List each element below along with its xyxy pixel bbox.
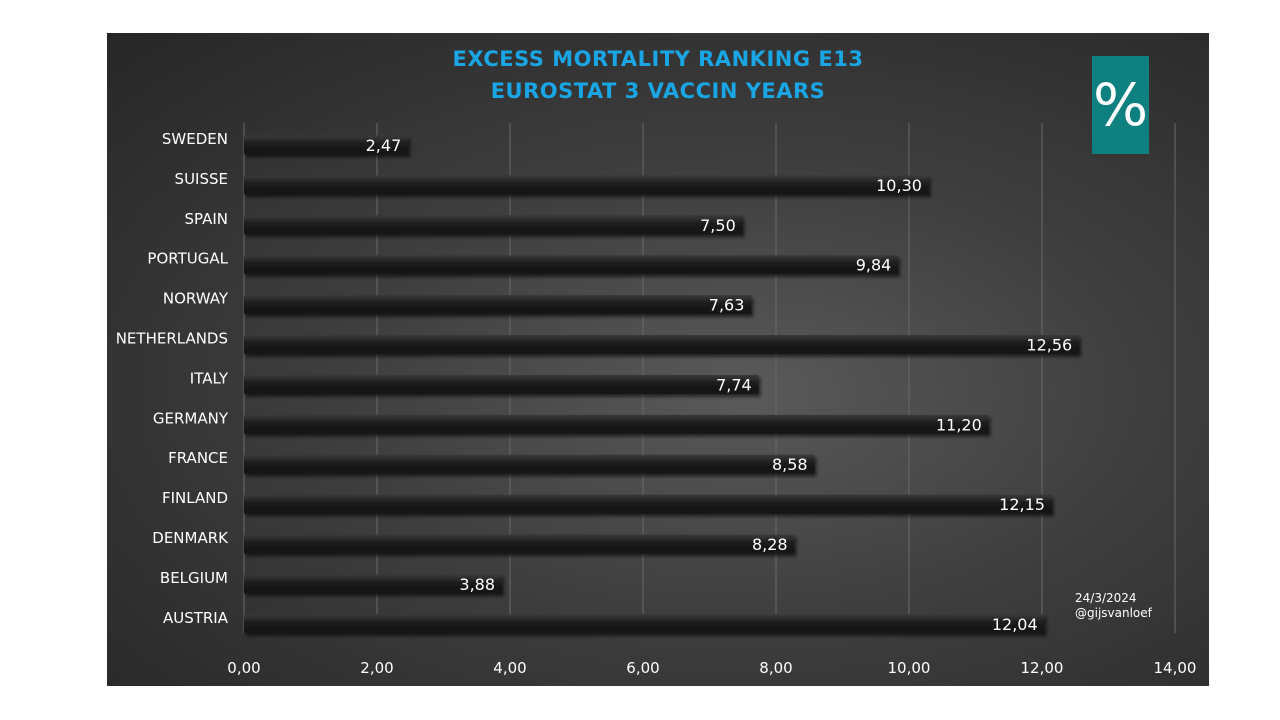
category-label: FRANCE bbox=[168, 449, 228, 467]
data-labels: 2,47 10,30 7,50 9,84 7,63 12,56 7,74 11,20 8,58 1… bbox=[366, 136, 1073, 634]
x-tick-label: 6,00 bbox=[626, 659, 659, 677]
bar bbox=[244, 414, 989, 434]
category-label: SWEDEN bbox=[162, 130, 228, 148]
category-label: ITALY bbox=[190, 369, 229, 387]
category-label: NORWAY bbox=[163, 290, 229, 308]
bar bbox=[244, 494, 1052, 514]
bar bbox=[244, 135, 409, 155]
category-label: DENMARK bbox=[152, 529, 229, 547]
bar-chart: SWEDEN SUISSE SPAIN PORTUGAL NORWAY NETHERLAN… bbox=[116, 123, 1196, 677]
category-label: NETHERLANDS bbox=[116, 330, 228, 348]
credit-block: 24/3/2024 @gijsvanloef bbox=[1075, 591, 1152, 621]
x-tick-label: 10,00 bbox=[888, 659, 931, 677]
category-label: PORTUGAL bbox=[147, 250, 228, 268]
bar bbox=[244, 335, 1080, 354]
data-label: 10,30 bbox=[876, 176, 922, 195]
data-label: 7,74 bbox=[716, 375, 752, 394]
category-labels: SWEDEN SUISSE SPAIN PORTUGAL NORWAY NETHERLAN… bbox=[116, 130, 229, 627]
data-label: 7,50 bbox=[700, 216, 736, 235]
chart-subtitle: EUROSTAT 3 VACCIN YEARS bbox=[490, 79, 826, 103]
x-tick-label: 8,00 bbox=[759, 659, 792, 677]
bar bbox=[244, 255, 899, 275]
x-tick-label: 2,00 bbox=[360, 659, 393, 677]
data-label: 7,63 bbox=[709, 296, 745, 315]
data-label: 12,56 bbox=[1026, 336, 1072, 355]
x-tick-label: 12,00 bbox=[1021, 659, 1064, 677]
category-label: FINLAND bbox=[162, 489, 228, 507]
bar bbox=[244, 215, 743, 235]
data-label: 12,04 bbox=[992, 615, 1038, 634]
bar bbox=[244, 374, 759, 394]
bar bbox=[244, 454, 815, 474]
data-label: 8,28 bbox=[752, 535, 788, 554]
bar bbox=[244, 295, 752, 315]
category-label: GERMANY bbox=[153, 409, 229, 427]
bar bbox=[244, 574, 503, 594]
category-label: SPAIN bbox=[184, 210, 228, 228]
bar bbox=[244, 614, 1045, 634]
bars bbox=[244, 135, 1080, 634]
chart-panel: EXCESS MORTALITY RANKING E13 EUROSTAT 3 … bbox=[107, 33, 1209, 686]
data-label: 11,20 bbox=[936, 415, 982, 434]
category-label: AUSTRIA bbox=[163, 609, 229, 627]
credit-date: 24/3/2024 bbox=[1075, 591, 1137, 605]
data-label: 2,47 bbox=[366, 136, 402, 155]
category-label: SUISSE bbox=[175, 170, 228, 188]
percent-badge: % bbox=[1092, 56, 1149, 154]
x-tick-label: 0,00 bbox=[227, 659, 260, 677]
data-label: 9,84 bbox=[856, 256, 892, 275]
bar bbox=[244, 534, 795, 554]
credit-handle: @gijsvanloef bbox=[1075, 606, 1152, 620]
chart-title: EXCESS MORTALITY RANKING E13 bbox=[452, 47, 864, 71]
data-label: 8,58 bbox=[772, 455, 808, 474]
bar bbox=[244, 175, 929, 195]
category-label: BELGIUM bbox=[160, 569, 228, 587]
data-label: 12,15 bbox=[999, 495, 1045, 514]
x-tick-label: 4,00 bbox=[493, 659, 526, 677]
x-tick-label: 14,00 bbox=[1154, 659, 1197, 677]
data-label: 3,88 bbox=[459, 575, 495, 594]
x-axis-tick-labels: 0,00 2,00 4,00 6,00 8,00 10,00 12,00 14,00 bbox=[227, 659, 1196, 677]
